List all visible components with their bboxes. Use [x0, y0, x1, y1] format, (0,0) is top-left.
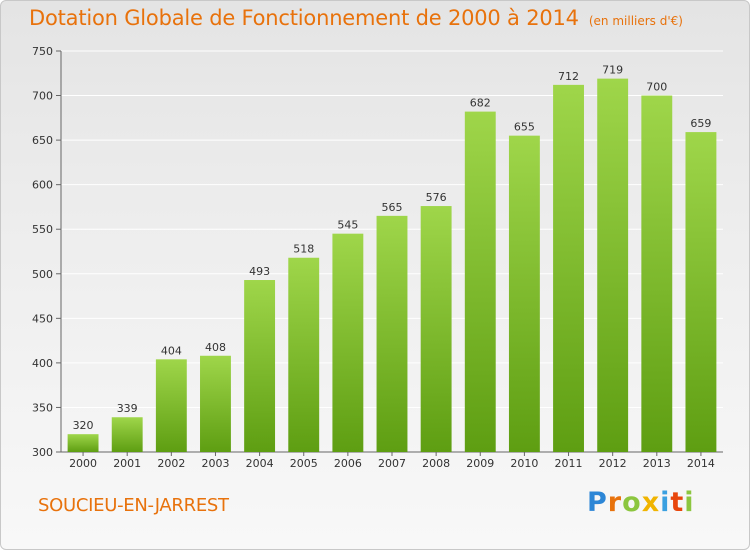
- y-tick-label: 650: [32, 134, 53, 147]
- y-tick-label: 700: [32, 90, 53, 103]
- bar-2004: [244, 280, 276, 452]
- value-label-2006: 545: [337, 219, 358, 232]
- value-label-2009: 682: [470, 97, 491, 110]
- bar-2006: [332, 233, 364, 452]
- value-label-2007: 565: [382, 201, 403, 214]
- bar-2000: [67, 434, 99, 452]
- x-tick-label-2007: 2007: [378, 457, 406, 470]
- logo-letter: i: [684, 487, 695, 518]
- bar-2010: [508, 135, 540, 452]
- bar-2001: [111, 417, 143, 452]
- y-tick-label: 400: [32, 357, 53, 370]
- value-label-2012: 719: [602, 64, 623, 77]
- logo-letter: P: [587, 487, 608, 518]
- bar-2008: [420, 206, 452, 452]
- value-label-2003: 408: [205, 341, 226, 354]
- y-tick-label: 500: [32, 268, 53, 281]
- bar-2011: [553, 84, 584, 453]
- y-tick-label: 550: [32, 223, 53, 236]
- x-tick-label-2011: 2011: [555, 457, 583, 470]
- x-tick-label-2012: 2012: [599, 457, 627, 470]
- bar-2005: [288, 257, 320, 452]
- bar-2009: [464, 111, 496, 453]
- place-name: SOUCIEU-EN-JARREST: [38, 495, 229, 516]
- y-tick-label: 300: [32, 446, 53, 459]
- bar-2013: [641, 95, 673, 453]
- value-label-2010: 655: [514, 121, 535, 134]
- value-label-2002: 404: [161, 344, 182, 357]
- value-label-2011: 712: [558, 70, 579, 83]
- value-label-2013: 700: [646, 81, 667, 94]
- logo-letter: r: [607, 487, 623, 518]
- value-label-2000: 320: [73, 419, 94, 432]
- bar-2014: [685, 132, 717, 452]
- chart-title-row: Dotation Globale de Fonctionnement de 20…: [29, 6, 683, 30]
- x-tick-label-2005: 2005: [290, 457, 318, 470]
- value-label-2001: 339: [117, 402, 138, 415]
- logo-letter: x: [641, 487, 661, 518]
- x-tick-label-2008: 2008: [422, 457, 450, 470]
- x-tick-label-2002: 2002: [157, 457, 185, 470]
- x-axis: 2000 2001 2002 2003 2004 2005 2006 2007 2008 2009…: [69, 452, 715, 470]
- x-tick-label-2006: 2006: [334, 457, 362, 470]
- logo-letter: t: [670, 487, 685, 518]
- y-tick-label: 600: [32, 179, 53, 192]
- chart-subtitle: (en milliers d'€): [588, 14, 683, 28]
- x-tick-label-2000: 2000: [69, 457, 97, 470]
- x-tick-label-2009: 2009: [466, 457, 494, 470]
- y-tick-label: 750: [32, 45, 53, 58]
- x-tick-label-2010: 2010: [510, 457, 538, 470]
- bar-2007: [376, 215, 408, 452]
- logo-letter: i: [660, 487, 671, 518]
- y-tick-label: 450: [32, 312, 53, 325]
- y-tick-label: 350: [32, 401, 53, 414]
- value-label-2008: 576: [426, 191, 447, 204]
- value-label-2004: 493: [249, 265, 270, 278]
- proxiti-logo: Proxiti: [587, 487, 695, 518]
- x-tick-label-2001: 2001: [113, 457, 141, 470]
- bars: 320 339 404 408 493 518 545 565 576 682 655 712 719 7…: [67, 64, 717, 453]
- bar-2002: [155, 359, 187, 452]
- x-tick-label-2014: 2014: [687, 457, 715, 470]
- value-label-2005: 518: [293, 243, 314, 256]
- bar-2012: [597, 78, 629, 452]
- value-label-2014: 659: [690, 117, 711, 130]
- x-tick-label-2004: 2004: [246, 457, 274, 470]
- logo-letter: o: [622, 487, 642, 518]
- x-tick-label-2013: 2013: [643, 457, 671, 470]
- chart-title: Dotation Globale de Fonctionnement de 20…: [29, 6, 579, 30]
- bar-2003: [200, 355, 231, 452]
- x-tick-label-2003: 2003: [201, 457, 229, 470]
